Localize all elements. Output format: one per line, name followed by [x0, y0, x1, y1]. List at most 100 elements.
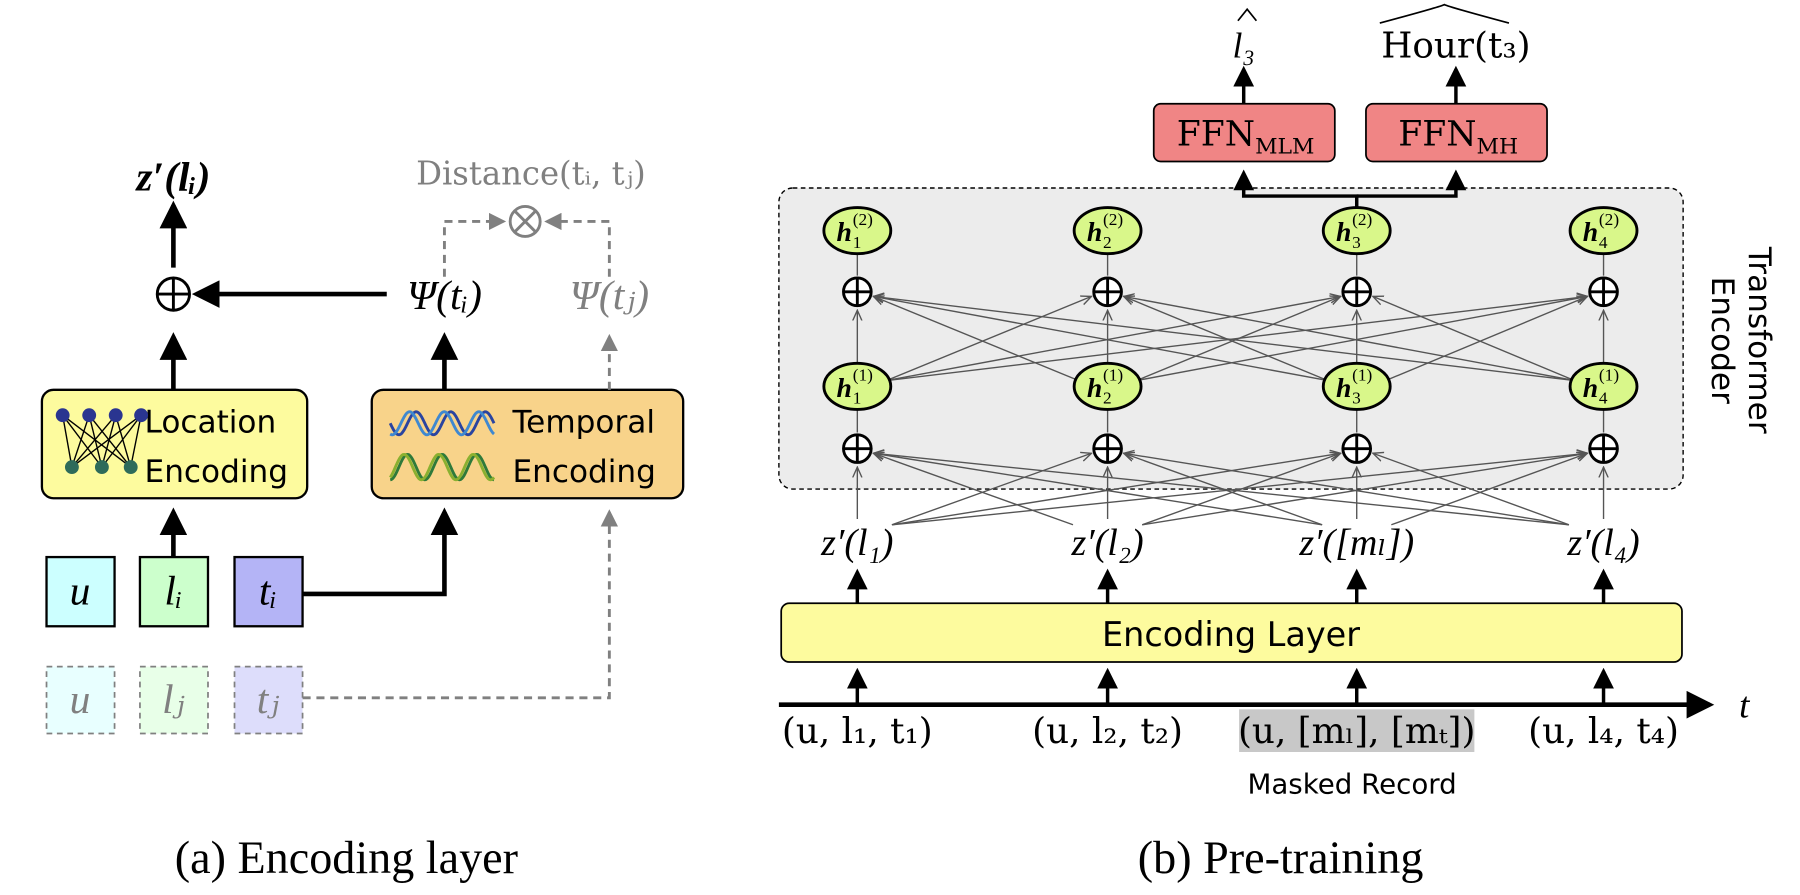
- temporal-encoding-label: Encoding: [512, 454, 655, 490]
- ffn-base: FFN: [1177, 114, 1255, 154]
- panel-b-pre-training: TransformerEncoderh1(1)h1(2)z′(l₁)h2(1)h…: [778, 3, 1777, 883]
- hidden-state-label: h2 (2): [1087, 210, 1123, 252]
- embedding-label: z′(l₁): [820, 522, 893, 564]
- node: [94, 460, 109, 475]
- embedding-label: z′(l₄): [1566, 522, 1639, 564]
- hidden-sub: 2: [1103, 389, 1112, 408]
- add-operator-icon: [842, 433, 873, 464]
- hidden-base: h: [1583, 372, 1598, 403]
- connector-line: [513, 209, 537, 233]
- multiply-operator-icon: [508, 205, 542, 238]
- panel-b-caption: (b) Pre-training: [1138, 832, 1424, 883]
- connector-line: [71, 414, 142, 468]
- connector-line: [71, 414, 117, 468]
- distance-label: Distance(tᵢ, tⱼ): [416, 155, 646, 193]
- masked-record-highlight: [1239, 709, 1475, 752]
- wave: [389, 452, 495, 482]
- connector-line: [88, 414, 132, 468]
- add-operator-icon: [1092, 276, 1123, 308]
- record-label: (u, l₁, t₁): [782, 711, 933, 752]
- attention-line: [1391, 453, 1587, 526]
- hidden-sub: 1: [853, 389, 862, 408]
- hidden-sup: (2): [1352, 210, 1372, 229]
- connector-path: [544, 212, 611, 277]
- wave: [388, 410, 496, 437]
- output-embedding-label: z′(lᵢ): [134, 153, 210, 200]
- attention-line: [1385, 296, 1588, 382]
- add-operator-icon: [1341, 276, 1373, 308]
- location-input-label: lᵢ: [164, 567, 182, 613]
- connector-path: [302, 507, 459, 597]
- attention-line: [873, 453, 1323, 526]
- head-connector: [1233, 169, 1359, 208]
- temporal-encoding-label: Temporal: [511, 405, 655, 441]
- attention-line: [873, 453, 1074, 526]
- location-encoding-label: Location: [145, 405, 277, 441]
- ffn-head-label: FFNMH: [1398, 114, 1518, 159]
- time-axis-label: t: [1739, 684, 1750, 725]
- attention-line: [873, 296, 1575, 382]
- user-input-box: [45, 555, 116, 628]
- user-context-label: u: [70, 676, 91, 722]
- attention-line: [1124, 453, 1570, 526]
- hat-accent: [1379, 3, 1510, 24]
- node: [55, 408, 70, 423]
- connector-line: [62, 414, 132, 468]
- time-input-label: tᵢ: [259, 567, 277, 613]
- hidden-sup: (1): [853, 366, 873, 385]
- attention-line: [873, 453, 1570, 526]
- wave: [389, 452, 496, 482]
- ffn-base: FFN: [1398, 114, 1476, 154]
- hidden-state-label: h4 (2): [1583, 210, 1619, 252]
- attention-line: [1141, 453, 1340, 526]
- hidden-sub: 3: [1352, 389, 1361, 408]
- connector-line: [101, 414, 142, 468]
- hidden-state-node: [822, 361, 893, 411]
- attention-line: [885, 296, 1091, 382]
- embedding-label: z′(l₂): [1070, 522, 1143, 564]
- hidden-state-node: [1072, 206, 1143, 256]
- hat-accent: [1237, 7, 1258, 22]
- hidden-base: h: [1336, 216, 1351, 247]
- attention-line: [873, 296, 1080, 382]
- panel-a-encoding-layer: z′(lᵢ) Ψ(tᵢ) Ψ(tⱼ) Distance(tᵢ, tⱼ) Location…: [40, 153, 685, 883]
- location-input-box: [138, 555, 210, 628]
- node: [82, 408, 97, 423]
- embedding-label: z′([mₗ]): [1298, 522, 1414, 564]
- connector-path: [302, 509, 619, 700]
- hidden-sup: (1): [1103, 366, 1123, 385]
- connector-line: [115, 415, 132, 468]
- hidden-base: h: [1087, 216, 1102, 247]
- prediction-output-label: l₃: [1233, 26, 1255, 66]
- hidden-state-label: h3 (1): [1336, 366, 1372, 408]
- connector-line: [71, 414, 90, 468]
- hidden-base: h: [837, 216, 852, 247]
- temporal-embedding-j-label: Ψ(tⱼ): [570, 272, 649, 319]
- hidden-base: h: [1583, 216, 1598, 247]
- user-input-label: u: [70, 567, 91, 613]
- attention-line: [1373, 296, 1575, 382]
- add-operator-icon: [155, 276, 191, 312]
- ffn-head-label: FFNMLM: [1177, 114, 1315, 159]
- encoder-label-line: Transformer: [1741, 246, 1777, 434]
- connector-path: [442, 212, 507, 277]
- hidden-state-node: [1321, 361, 1392, 411]
- masked-record-label: Masked Record: [1247, 768, 1456, 801]
- connector-line: [88, 415, 103, 468]
- hidden-state-label: h3 (2): [1336, 210, 1372, 252]
- attention-line: [1124, 296, 1575, 382]
- hidden-state-node: [1072, 361, 1143, 411]
- hidden-state-node: [822, 206, 893, 256]
- add-operator-icon: [842, 276, 873, 308]
- time-input-box: [233, 555, 304, 628]
- hidden-base: h: [837, 372, 852, 403]
- hidden-state-label: h2 (1): [1087, 366, 1123, 408]
- attention-line: [1373, 453, 1570, 526]
- ffn-sub: MLM: [1255, 134, 1314, 159]
- head-connector: [1356, 169, 1467, 198]
- hidden-sub: 4: [1599, 389, 1608, 408]
- connector-line: [101, 415, 117, 468]
- prediction-output-label: Hour(t₃): [1381, 26, 1530, 67]
- attention-line: [1136, 296, 1340, 382]
